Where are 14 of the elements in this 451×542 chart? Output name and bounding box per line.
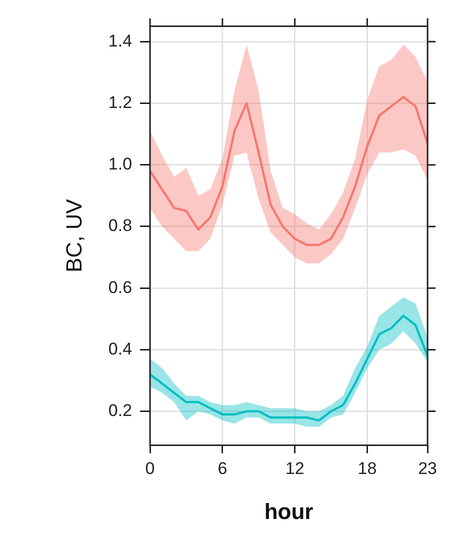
x-tick-label: 23 (418, 459, 438, 478)
x-tick-label: 6 (218, 459, 228, 478)
y-tick-label: 1.0 (108, 154, 132, 174)
x-tick-label: 18 (358, 459, 377, 478)
x-tick-label: 0 (145, 459, 155, 478)
x-tick-label: 12 (285, 459, 304, 478)
y-tick-label: 1.4 (108, 31, 132, 50)
y-tick-label: 0.2 (108, 401, 132, 420)
y-tick-label: 0.8 (108, 216, 132, 236)
y-tick-label: 0.4 (108, 339, 132, 358)
y-axis-title: BC, UV (61, 198, 86, 272)
y-tick-label: 1.2 (108, 92, 132, 112)
y-tick-label: 0.6 (108, 278, 132, 297)
x-axis-title: hour (264, 498, 314, 524)
